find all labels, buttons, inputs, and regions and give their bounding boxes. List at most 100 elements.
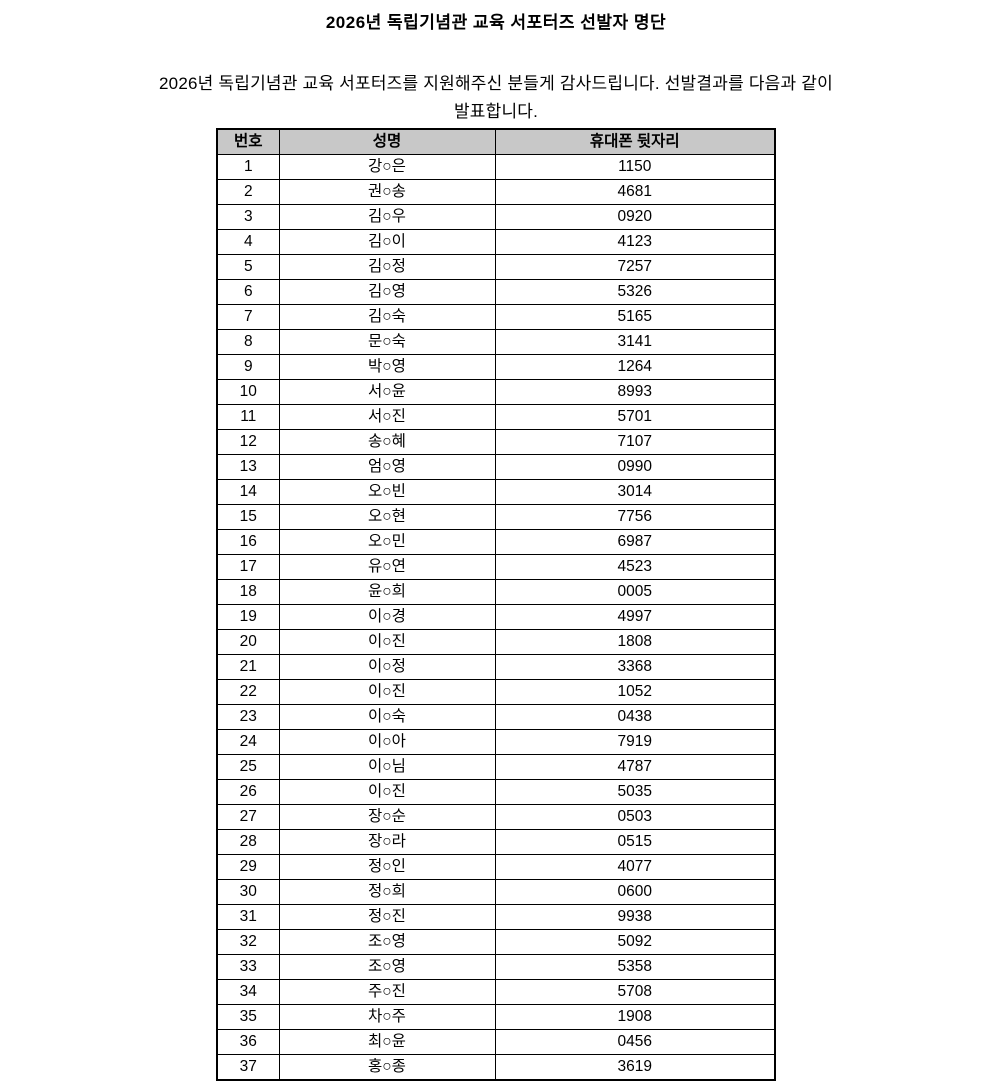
table-row: 10 서○윤 8993 <box>216 379 776 405</box>
phone-cell: 5326 <box>494 279 776 305</box>
row-number-cell: 1 <box>216 154 280 180</box>
row-number-cell: 33 <box>216 954 280 980</box>
table-row: 31 정○진 9938 <box>216 904 776 930</box>
phone-cell: 4681 <box>494 179 776 205</box>
phone-cell: 0005 <box>494 579 776 605</box>
row-number-cell: 6 <box>216 279 280 305</box>
row-number-cell: 3 <box>216 204 280 230</box>
row-number-cell: 37 <box>216 1054 280 1081</box>
table-row: 25 이○님 4787 <box>216 754 776 780</box>
row-number-cell: 2 <box>216 179 280 205</box>
name-cell: 최○윤 <box>278 1029 496 1055</box>
name-cell: 이○경 <box>278 604 496 630</box>
name-cell: 이○진 <box>278 779 496 805</box>
name-cell: 정○희 <box>278 879 496 905</box>
phone-cell: 0990 <box>494 454 776 480</box>
row-number-cell: 29 <box>216 854 280 880</box>
name-cell: 김○영 <box>278 279 496 305</box>
row-number-cell: 10 <box>216 379 280 405</box>
table-row: 15 오○현 7756 <box>216 504 776 530</box>
name-cell: 정○인 <box>278 854 496 880</box>
row-number-cell: 7 <box>216 304 280 330</box>
name-cell: 이○님 <box>278 754 496 780</box>
row-number-cell: 25 <box>216 754 280 780</box>
phone-cell: 5701 <box>494 404 776 430</box>
name-cell: 장○순 <box>278 804 496 830</box>
table-row: 7 김○숙 5165 <box>216 304 776 330</box>
page-title: 2026년 독립기념관 교육 서포터즈 선발자 명단 <box>325 13 667 32</box>
row-number-cell: 32 <box>216 929 280 955</box>
name-cell: 이○진 <box>278 629 496 655</box>
table-row: 33 조○영 5358 <box>216 954 776 980</box>
phone-cell: 4997 <box>494 604 776 630</box>
row-number-cell: 22 <box>216 679 280 705</box>
table-row: 35 차○주 1908 <box>216 1004 776 1030</box>
name-cell: 주○진 <box>278 979 496 1005</box>
row-number-cell: 36 <box>216 1029 280 1055</box>
phone-cell: 5708 <box>494 979 776 1005</box>
table-row: 37 홍○종 3619 <box>216 1054 776 1081</box>
phone-cell: 1808 <box>494 629 776 655</box>
row-number-cell: 18 <box>216 579 280 605</box>
name-cell: 강○은 <box>278 154 496 180</box>
name-cell: 유○연 <box>278 554 496 580</box>
row-number-cell: 19 <box>216 604 280 630</box>
col-header-name: 성명 <box>278 128 496 155</box>
phone-cell: 7919 <box>494 729 776 755</box>
row-number-cell: 15 <box>216 504 280 530</box>
row-number-cell: 4 <box>216 229 280 255</box>
intro-text: 2026년 독립기념관 교육 서포터즈를 지원해주신 분들게 감사드립니다. 선… <box>159 74 833 121</box>
phone-cell: 1052 <box>494 679 776 705</box>
phone-cell: 0438 <box>494 704 776 730</box>
table-row: 36 최○윤 0456 <box>216 1029 776 1055</box>
phone-cell: 0600 <box>494 879 776 905</box>
row-number-cell: 35 <box>216 1004 280 1030</box>
name-cell: 장○라 <box>278 829 496 855</box>
row-number-cell: 34 <box>216 979 280 1005</box>
row-number-cell: 5 <box>216 254 280 280</box>
row-number-cell: 8 <box>216 329 280 355</box>
name-cell: 권○송 <box>278 179 496 205</box>
row-number-cell: 31 <box>216 904 280 930</box>
table-row: 18 윤○희 0005 <box>216 579 776 605</box>
name-cell: 송○혜 <box>278 429 496 455</box>
name-cell: 이○진 <box>278 679 496 705</box>
table-row: 14 오○빈 3014 <box>216 479 776 505</box>
name-cell: 서○윤 <box>278 379 496 405</box>
phone-cell: 4787 <box>494 754 776 780</box>
phone-cell: 0503 <box>494 804 776 830</box>
row-number-cell: 20 <box>216 629 280 655</box>
table-row: 19 이○경 4997 <box>216 604 776 630</box>
table-row: 22 이○진 1052 <box>216 679 776 705</box>
table-row: 17 유○연 4523 <box>216 554 776 580</box>
phone-cell: 5092 <box>494 929 776 955</box>
col-header-phone: 휴대폰 뒷자리 <box>494 128 776 155</box>
table-row: 26 이○진 5035 <box>216 779 776 805</box>
phone-cell: 0920 <box>494 204 776 230</box>
table-row: 6 김○영 5326 <box>216 279 776 305</box>
row-number-cell: 23 <box>216 704 280 730</box>
table-row: 5 김○정 7257 <box>216 254 776 280</box>
table-row: 29 정○인 4077 <box>216 854 776 880</box>
name-cell: 서○진 <box>278 404 496 430</box>
table-row: 23 이○숙 0438 <box>216 704 776 730</box>
name-cell: 엄○영 <box>278 454 496 480</box>
name-cell: 이○숙 <box>278 704 496 730</box>
phone-cell: 6987 <box>494 529 776 555</box>
name-cell: 오○빈 <box>278 479 496 505</box>
row-number-cell: 21 <box>216 654 280 680</box>
name-cell: 오○현 <box>278 504 496 530</box>
phone-cell: 1908 <box>494 1004 776 1030</box>
table-row: 34 주○진 5708 <box>216 979 776 1005</box>
name-cell: 박○영 <box>278 354 496 380</box>
phone-cell: 4123 <box>494 229 776 255</box>
name-cell: 차○주 <box>278 1004 496 1030</box>
phone-cell: 7756 <box>494 504 776 530</box>
phone-cell: 8993 <box>494 379 776 405</box>
name-cell: 오○민 <box>278 529 496 555</box>
table-header-row: 번호 성명 휴대폰 뒷자리 <box>216 128 776 155</box>
name-cell: 김○우 <box>278 204 496 230</box>
table-row: 12 송○혜 7107 <box>216 429 776 455</box>
phone-cell: 1264 <box>494 354 776 380</box>
name-cell: 이○정 <box>278 654 496 680</box>
